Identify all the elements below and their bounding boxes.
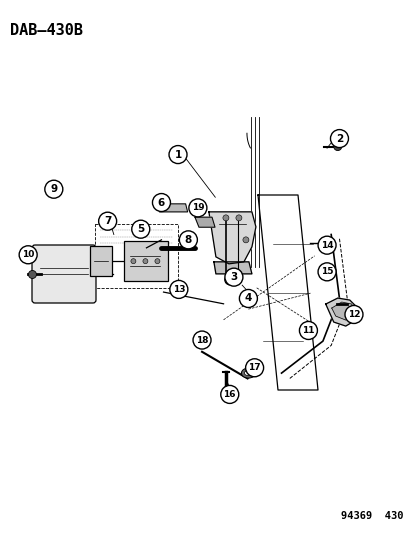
Circle shape [169,146,187,164]
Circle shape [179,231,197,249]
FancyBboxPatch shape [90,246,112,276]
Circle shape [131,220,150,238]
Text: 1: 1 [174,150,181,159]
Text: 4: 4 [244,294,252,303]
Text: 13: 13 [172,285,185,294]
Bar [95,224,178,288]
Circle shape [154,259,159,264]
Circle shape [240,294,248,303]
Circle shape [224,268,242,286]
FancyBboxPatch shape [32,245,96,303]
Text: 19: 19 [191,204,204,212]
Circle shape [222,215,228,221]
FancyBboxPatch shape [124,241,168,281]
Text: 94369  430: 94369 430 [341,511,403,521]
Text: 14: 14 [320,241,332,249]
Text: DAB–430B: DAB–430B [10,23,83,38]
Text: 11: 11 [301,326,314,335]
Circle shape [98,212,116,230]
Circle shape [330,130,348,148]
Circle shape [324,238,332,247]
Polygon shape [214,262,251,274]
Circle shape [131,259,135,264]
Circle shape [245,359,263,377]
Text: 17: 17 [248,364,260,372]
Circle shape [152,193,170,212]
Text: 7: 7 [104,216,111,226]
Text: 6: 6 [157,198,165,207]
Circle shape [239,289,257,308]
Ellipse shape [241,368,255,378]
Circle shape [299,321,317,340]
Circle shape [142,259,147,264]
Polygon shape [325,298,357,326]
Circle shape [169,280,188,298]
Circle shape [28,270,36,279]
Circle shape [224,275,234,285]
Circle shape [235,215,241,221]
Text: 8: 8 [184,235,192,245]
Circle shape [45,180,63,198]
Circle shape [317,236,335,254]
Text: 9: 9 [50,184,57,194]
Polygon shape [209,212,255,264]
Circle shape [344,305,362,324]
Polygon shape [331,302,353,320]
Circle shape [188,199,206,217]
Circle shape [19,246,37,264]
Text: 3: 3 [230,272,237,282]
Circle shape [242,237,248,243]
Polygon shape [157,204,187,212]
Ellipse shape [244,370,252,376]
Circle shape [317,263,335,281]
Text: 18: 18 [195,336,208,344]
Circle shape [192,331,211,349]
Circle shape [333,142,341,151]
Text: 2: 2 [335,134,342,143]
Circle shape [220,385,238,403]
Text: 10: 10 [22,251,34,259]
Polygon shape [195,217,214,227]
Text: 5: 5 [137,224,144,234]
Text: 16: 16 [223,390,235,399]
Text: 15: 15 [320,268,332,276]
Text: 12: 12 [347,310,359,319]
